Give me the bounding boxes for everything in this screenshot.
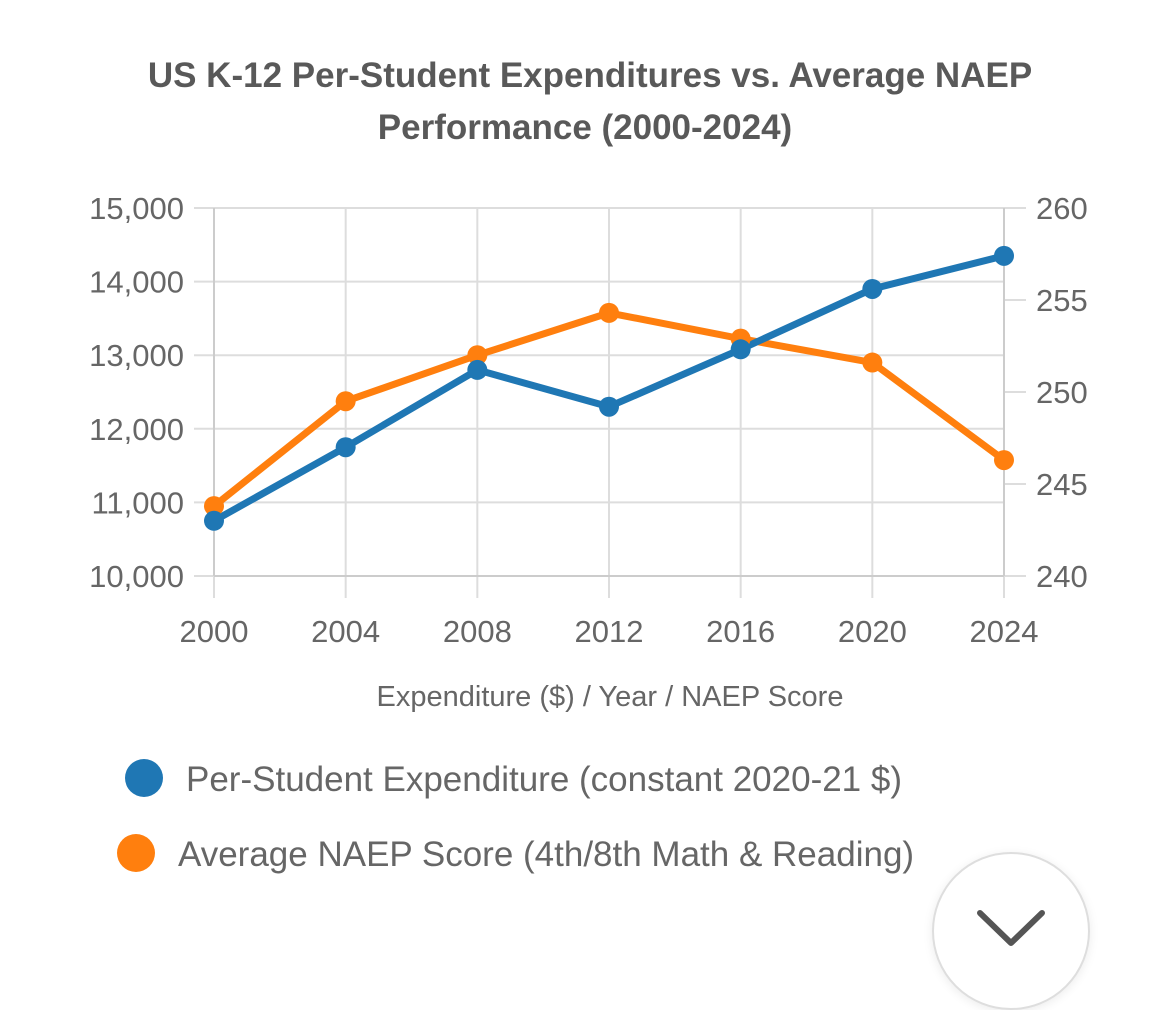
- y-right-tick-label: 245: [1036, 467, 1088, 502]
- legend: Per-Student Expenditure (constant 2020-2…: [117, 759, 914, 874]
- chart: US K-12 Per-Student Expenditures vs. Ave…: [89, 56, 1088, 874]
- series: [204, 245, 1014, 531]
- data-point-naep: [335, 391, 356, 412]
- y-left-tick-label: 12,000: [89, 412, 184, 447]
- chart-title-line-2: Performance (2000-2024): [378, 108, 792, 147]
- data-point-expenditure: [467, 359, 488, 380]
- legend-marker-naep: [117, 834, 155, 872]
- x-tick-label: 2016: [706, 614, 775, 649]
- y-right-tick-label: 255: [1036, 283, 1088, 318]
- y-left-tick-label: 13,000: [89, 338, 184, 373]
- y-left-tick-label: 10,000: [89, 559, 184, 594]
- data-point-naep: [862, 352, 883, 373]
- data-point-expenditure: [599, 396, 619, 417]
- chart-title-line-1: US K-12 Per-Student Expenditures vs. Ave…: [148, 56, 1032, 95]
- scroll-down-button[interactable]: [932, 852, 1090, 1010]
- y-right-tick-label: 260: [1036, 191, 1088, 226]
- y-left-tick-label: 14,000: [89, 265, 184, 300]
- data-point-expenditure: [335, 437, 356, 458]
- legend-label-expenditure: Per-Student Expenditure (constant 2020-2…: [186, 760, 902, 799]
- data-point-naep: [599, 302, 619, 323]
- x-tick-label: 2020: [838, 614, 907, 649]
- x-tick-label: 2024: [970, 614, 1039, 649]
- y-right-tick-label: 240: [1036, 559, 1088, 594]
- x-tick-label: 2012: [575, 614, 644, 649]
- y-right-tick-label: 250: [1036, 375, 1088, 410]
- x-tick-label: 2004: [311, 614, 380, 649]
- data-point-expenditure: [994, 245, 1014, 266]
- data-point-naep: [467, 345, 488, 366]
- legend-label-naep: Average NAEP Score (4th/8th Math & Readi…: [178, 835, 914, 874]
- legend-marker-expenditure: [125, 759, 163, 797]
- chevron-down-icon: [977, 910, 1045, 946]
- y-left-tick-label: 11,000: [91, 485, 184, 520]
- data-point-naep: [204, 496, 224, 517]
- data-point-expenditure: [204, 510, 224, 531]
- x-tick-label: 2008: [443, 614, 512, 649]
- data-point-naep: [994, 450, 1014, 471]
- data-point-expenditure: [862, 278, 883, 299]
- tick-labels: 10,000 11,000 12,000 13,000 14,000 15,000 240 2…: [89, 191, 1088, 649]
- x-tick-label: 2000: [180, 614, 249, 649]
- data-point-expenditure: [730, 339, 751, 360]
- y-left-tick-label: 15,000: [89, 191, 184, 226]
- x-axis-label: Expenditure ($) / Year / NAEP Score: [377, 681, 844, 713]
